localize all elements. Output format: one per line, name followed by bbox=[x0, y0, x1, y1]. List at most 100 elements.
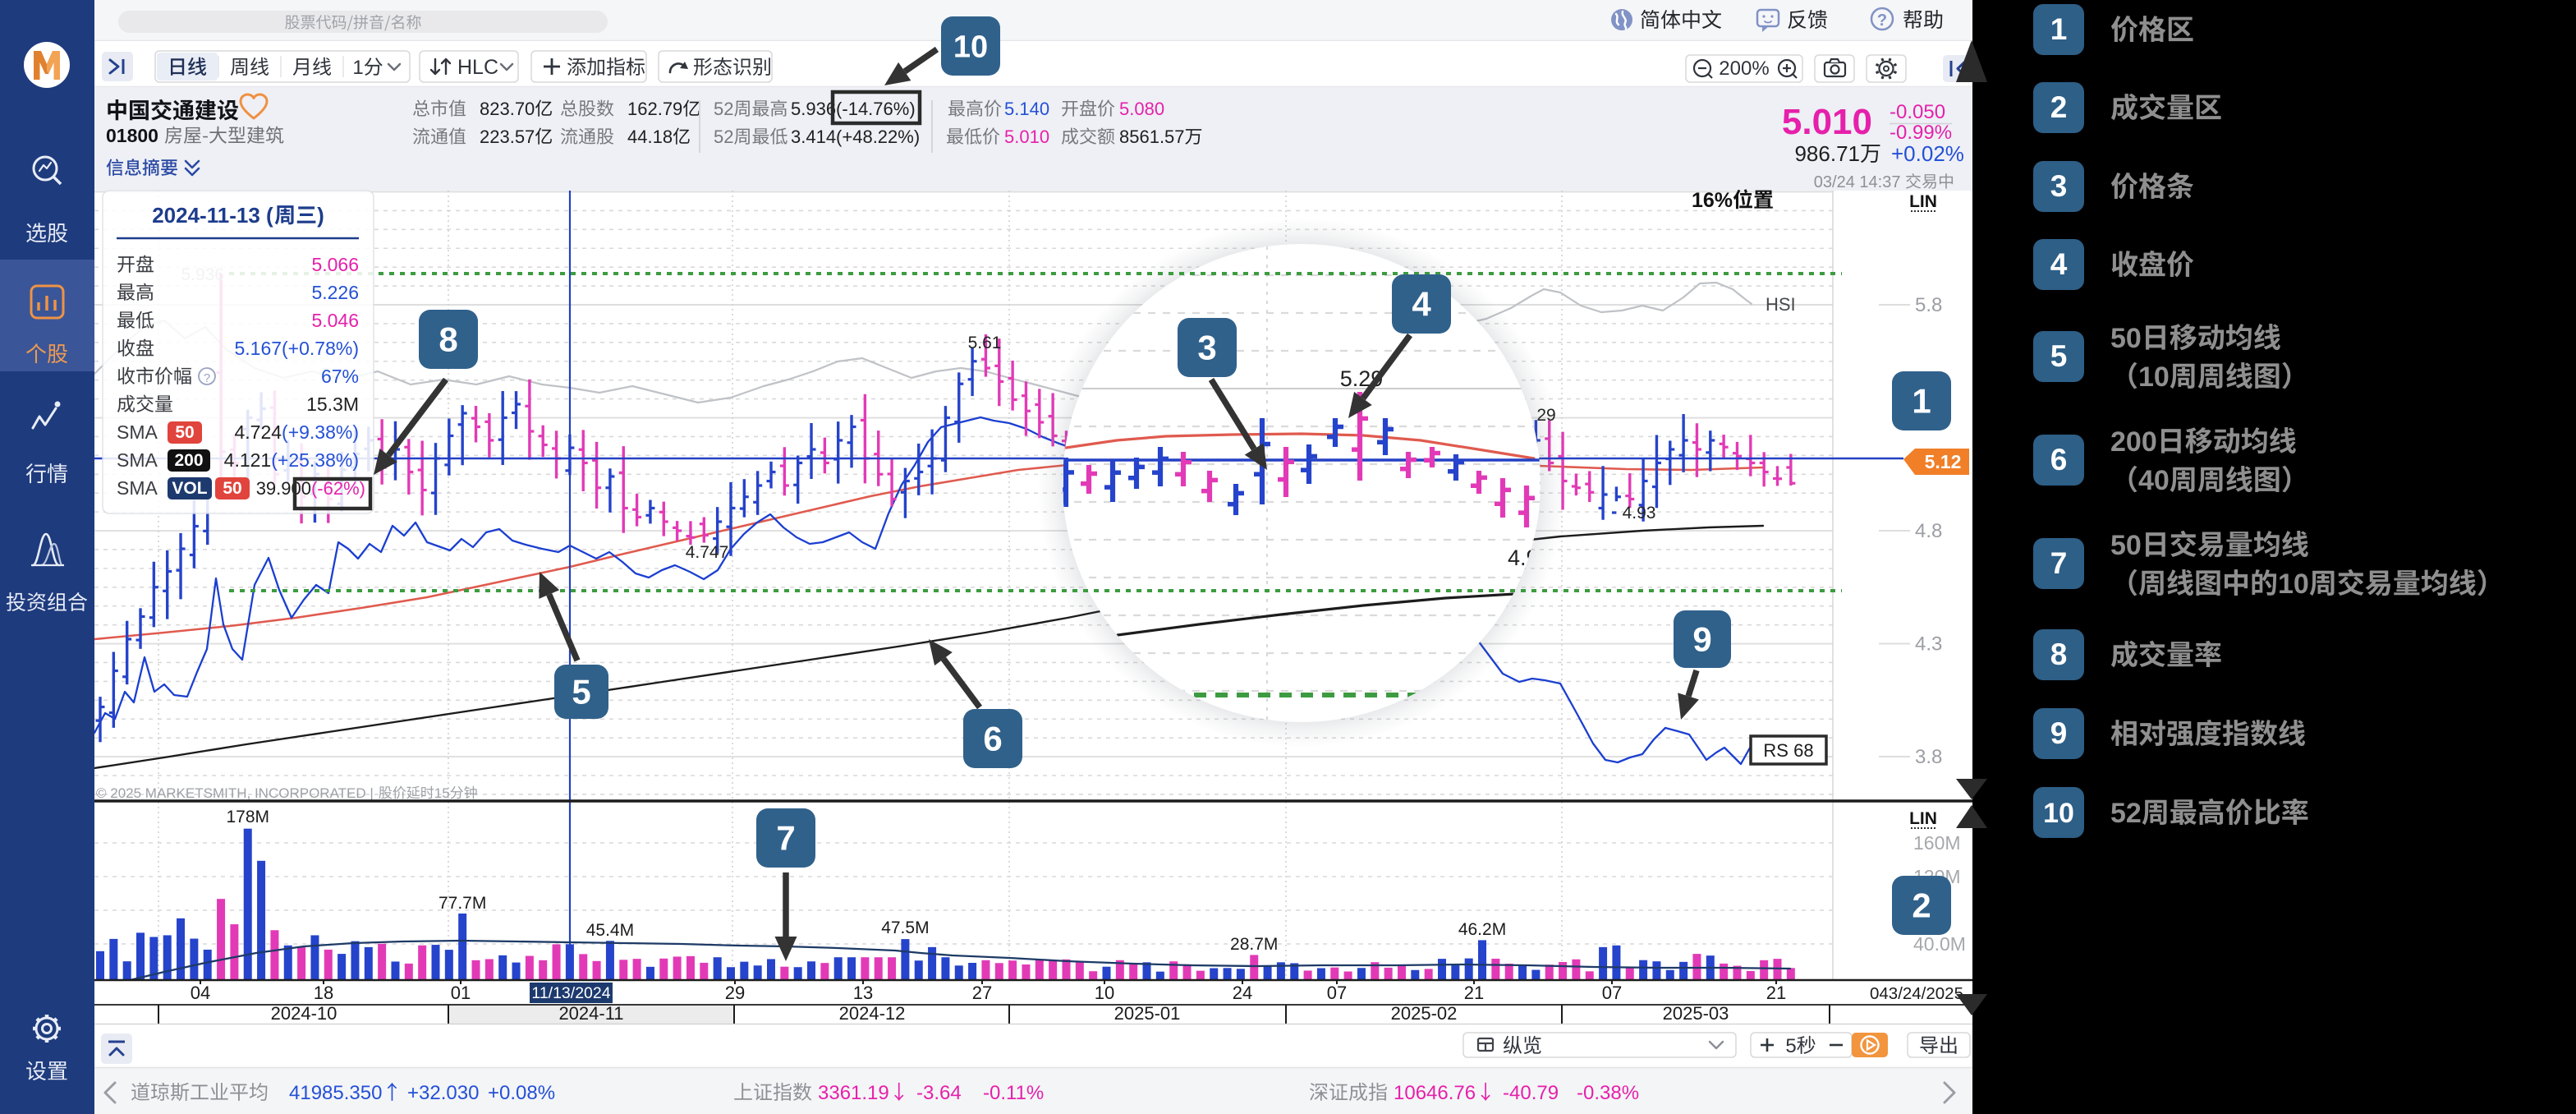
svg-text:16%: 16% bbox=[1692, 189, 1733, 212]
svg-text:2: 2 bbox=[1912, 886, 1931, 925]
svg-text:4.93: 4.93 bbox=[1623, 504, 1656, 522]
svg-text:4: 4 bbox=[2050, 247, 2068, 281]
svg-text:8: 8 bbox=[2050, 638, 2068, 671]
svg-text:41985.350: 41985.350 bbox=[289, 1082, 382, 1104]
svg-text:-0.38%: -0.38% bbox=[1577, 1082, 1639, 1104]
svg-text:67%: 67% bbox=[321, 366, 359, 387]
svg-text:5.140: 5.140 bbox=[1004, 99, 1049, 119]
svg-text:50: 50 bbox=[175, 423, 194, 442]
svg-text:200%: 200% bbox=[1719, 58, 1769, 80]
svg-text:50: 50 bbox=[2110, 530, 2142, 561]
svg-text:18: 18 bbox=[314, 983, 333, 1003]
svg-text:-3.64: -3.64 bbox=[916, 1082, 962, 1104]
svg-text:+32.030: +32.030 bbox=[407, 1082, 479, 1104]
svg-text:01: 01 bbox=[451, 983, 471, 1003]
svg-text:15: 15 bbox=[434, 785, 450, 801]
svg-text:1: 1 bbox=[1912, 382, 1931, 421]
svg-text:5.010: 5.010 bbox=[1004, 127, 1049, 147]
svg-text:50: 50 bbox=[2110, 323, 2142, 354]
svg-text:2024-11: 2024-11 bbox=[558, 1003, 623, 1024]
svg-text:01800: 01800 bbox=[106, 125, 158, 146]
svg-text:© 2025 MARKETSMITH, INCORPORAT: © 2025 MARKETSMITH, INCORPORATED | bbox=[96, 785, 378, 801]
svg-text:2024-11-13 (: 2024-11-13 ( bbox=[152, 203, 273, 228]
svg-text:40: 40 bbox=[2138, 465, 2170, 496]
svg-text:5: 5 bbox=[572, 673, 590, 711]
svg-text:(+9.38%): (+9.38%) bbox=[282, 421, 359, 443]
svg-text:10: 10 bbox=[2138, 361, 2170, 393]
svg-text:4.724: 4.724 bbox=[234, 421, 282, 443]
svg-text:10: 10 bbox=[1095, 983, 1114, 1003]
svg-text:3: 3 bbox=[2050, 169, 2068, 203]
svg-text:HSI: HSI bbox=[1766, 294, 1796, 315]
svg-text:3.414(+48.22%): 3.414(+48.22%) bbox=[791, 127, 920, 147]
svg-text:5.080: 5.080 bbox=[1119, 99, 1164, 119]
svg-text:-0.99%: -0.99% bbox=[1890, 122, 1952, 144]
svg-text:03/24 14:37: 03/24 14:37 bbox=[1814, 173, 1905, 191]
svg-text:13: 13 bbox=[853, 983, 873, 1003]
svg-text:4.121: 4.121 bbox=[224, 449, 272, 471]
svg-text:5.12: 5.12 bbox=[1925, 451, 1962, 472]
svg-text:40.0M: 40.0M bbox=[1913, 933, 1966, 955]
svg-text:8: 8 bbox=[439, 320, 457, 359]
svg-text:+0.08%: +0.08% bbox=[488, 1082, 555, 1104]
svg-text:VOL: VOL bbox=[172, 479, 207, 498]
svg-text:SMA: SMA bbox=[117, 449, 158, 471]
svg-text:10: 10 bbox=[2043, 798, 2074, 829]
svg-text:52: 52 bbox=[714, 99, 733, 119]
svg-text:): ) bbox=[317, 203, 324, 228]
svg-text:07: 07 bbox=[1327, 983, 1347, 1003]
svg-text:162.79: 162.79 bbox=[627, 99, 682, 119]
svg-text:5.8: 5.8 bbox=[1915, 294, 1942, 316]
svg-text:04: 04 bbox=[191, 983, 210, 1003]
svg-text:28.7M: 28.7M bbox=[1230, 935, 1278, 954]
svg-text:9: 9 bbox=[2050, 716, 2068, 750]
svg-text:77.7M: 77.7M bbox=[439, 894, 486, 913]
svg-text:200: 200 bbox=[2110, 426, 2157, 458]
svg-text:50: 50 bbox=[223, 479, 241, 498]
svg-text:6: 6 bbox=[983, 720, 1002, 758]
svg-text:986.71: 986.71 bbox=[1794, 141, 1860, 166]
svg-text:4.3: 4.3 bbox=[1915, 633, 1942, 656]
svg-text:3.8: 3.8 bbox=[1915, 746, 1942, 768]
svg-text:5.167(+0.78%): 5.167(+0.78%) bbox=[234, 338, 359, 359]
svg-text:52: 52 bbox=[714, 127, 733, 147]
svg-text:47.5M: 47.5M bbox=[881, 918, 929, 937]
svg-text:4: 4 bbox=[1412, 285, 1431, 324]
svg-text:5.066: 5.066 bbox=[311, 254, 359, 275]
svg-text:178M: 178M bbox=[226, 808, 269, 826]
svg-text:3361.19: 3361.19 bbox=[818, 1082, 889, 1104]
svg-text:29: 29 bbox=[725, 983, 745, 1003]
svg-text:8561.57: 8561.57 bbox=[1119, 127, 1185, 147]
svg-text:5: 5 bbox=[1785, 1035, 1796, 1057]
svg-text:2025-01: 2025-01 bbox=[1114, 1003, 1181, 1024]
svg-text:46.2M: 46.2M bbox=[1458, 920, 1506, 939]
svg-text:10: 10 bbox=[953, 30, 988, 64]
svg-text:223.57: 223.57 bbox=[480, 127, 535, 147]
svg-text:1: 1 bbox=[352, 57, 363, 79]
svg-text:10646.76: 10646.76 bbox=[1394, 1082, 1476, 1104]
svg-text:200: 200 bbox=[174, 451, 203, 470]
svg-text:3: 3 bbox=[1197, 329, 1216, 367]
svg-text:(+25.38%): (+25.38%) bbox=[271, 449, 359, 471]
svg-text:7: 7 bbox=[776, 819, 795, 858]
svg-text:7: 7 bbox=[2050, 546, 2068, 580]
svg-text:HLC: HLC bbox=[457, 56, 498, 79]
svg-text:21: 21 bbox=[1766, 983, 1786, 1003]
svg-text:24: 24 bbox=[1233, 983, 1252, 1003]
svg-text:(-62%): (-62%) bbox=[311, 478, 365, 499]
svg-text:4.747: 4.747 bbox=[686, 543, 729, 562]
svg-text:+0.02%: +0.02% bbox=[1891, 141, 1964, 166]
svg-text:2025-03: 2025-03 bbox=[1663, 1003, 1729, 1024]
svg-text:LIN: LIN bbox=[1909, 809, 1937, 828]
svg-text:5.046: 5.046 bbox=[311, 310, 359, 331]
svg-text:15.3M: 15.3M bbox=[306, 394, 359, 415]
svg-text:11/13/2024: 11/13/2024 bbox=[531, 984, 610, 1002]
svg-text:1: 1 bbox=[2050, 12, 2068, 46]
svg-text:2: 2 bbox=[2050, 90, 2068, 124]
svg-text:5: 5 bbox=[2050, 339, 2068, 373]
svg-text:9: 9 bbox=[1692, 620, 1711, 659]
svg-text:?: ? bbox=[204, 371, 210, 385]
svg-text:?: ? bbox=[1877, 12, 1887, 30]
svg-text:5.226: 5.226 bbox=[311, 282, 359, 303]
svg-text:LIN: LIN bbox=[1909, 192, 1937, 211]
